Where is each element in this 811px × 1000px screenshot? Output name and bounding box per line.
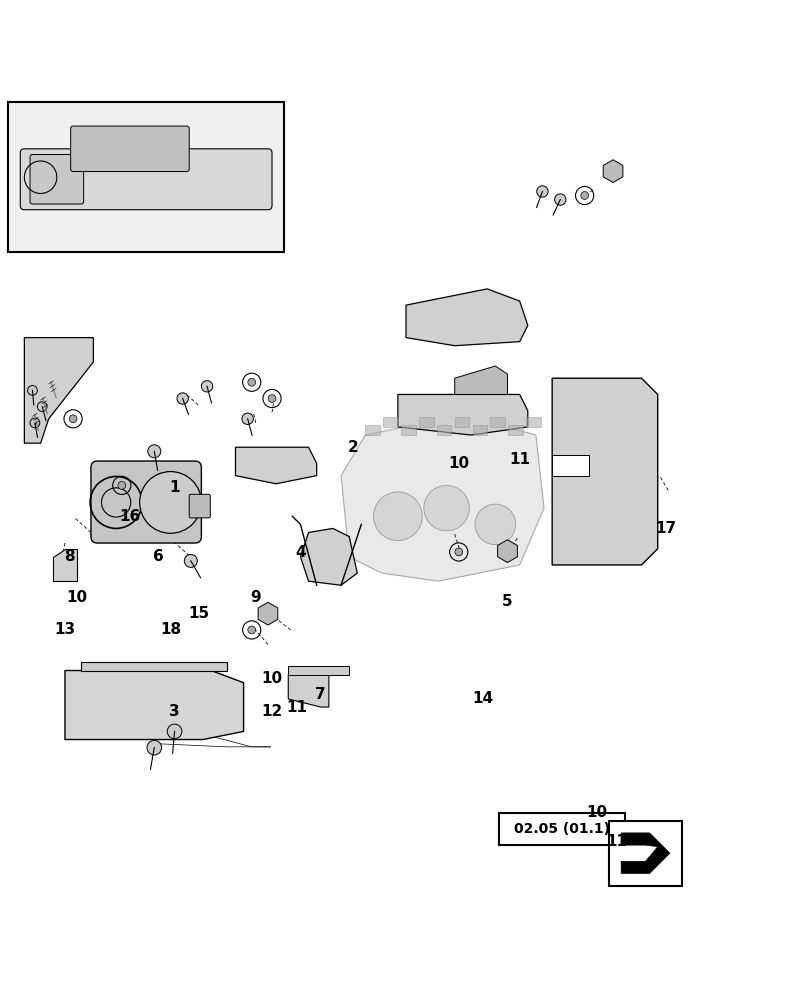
Circle shape: [242, 413, 253, 424]
Bar: [418, 417, 433, 427]
Bar: [8, 102, 284, 252]
Bar: [383, 417, 397, 427]
Polygon shape: [397, 394, 527, 435]
Polygon shape: [65, 671, 243, 740]
Circle shape: [167, 724, 182, 739]
FancyBboxPatch shape: [189, 494, 210, 518]
Text: 9: 9: [250, 590, 261, 605]
Text: 7: 7: [315, 687, 326, 702]
Circle shape: [580, 192, 588, 199]
Bar: [499, 813, 624, 845]
Text: 12: 12: [261, 704, 282, 719]
Polygon shape: [53, 549, 77, 581]
Polygon shape: [288, 666, 349, 675]
Circle shape: [147, 740, 161, 755]
Circle shape: [268, 395, 276, 402]
Circle shape: [148, 445, 161, 458]
Circle shape: [139, 472, 201, 533]
Text: 10: 10: [448, 456, 469, 471]
Circle shape: [201, 381, 212, 392]
Text: 02.05 (01.1): 02.05 (01.1): [513, 822, 610, 836]
Text: 3: 3: [169, 704, 180, 719]
Bar: [526, 417, 540, 427]
Text: 11: 11: [606, 834, 627, 849]
FancyBboxPatch shape: [20, 149, 272, 210]
Polygon shape: [341, 415, 543, 581]
FancyBboxPatch shape: [30, 154, 84, 204]
Circle shape: [474, 504, 515, 545]
Bar: [454, 417, 469, 427]
Bar: [436, 425, 451, 435]
Text: 4: 4: [294, 545, 306, 560]
Circle shape: [536, 186, 547, 197]
Circle shape: [423, 485, 469, 531]
Polygon shape: [603, 160, 622, 183]
Text: 2: 2: [347, 440, 358, 455]
Bar: [401, 425, 415, 435]
Bar: [490, 417, 504, 427]
Text: 13: 13: [54, 622, 75, 637]
Polygon shape: [288, 675, 328, 707]
Polygon shape: [406, 289, 527, 346]
Circle shape: [37, 402, 47, 411]
Text: 11: 11: [285, 700, 307, 715]
Polygon shape: [497, 540, 517, 563]
Polygon shape: [24, 338, 93, 443]
Polygon shape: [551, 378, 657, 565]
Circle shape: [247, 378, 255, 386]
Bar: [608, 821, 681, 886]
Circle shape: [554, 194, 565, 205]
Text: 10: 10: [67, 590, 88, 605]
Circle shape: [30, 418, 40, 428]
Bar: [365, 425, 380, 435]
Polygon shape: [551, 455, 588, 476]
Text: 11: 11: [508, 452, 530, 467]
Text: 1: 1: [169, 480, 179, 495]
Polygon shape: [300, 528, 357, 585]
FancyBboxPatch shape: [91, 461, 201, 543]
Circle shape: [454, 548, 462, 556]
Circle shape: [247, 626, 255, 634]
Bar: [508, 425, 522, 435]
Circle shape: [177, 393, 188, 404]
Polygon shape: [81, 662, 227, 671]
Polygon shape: [235, 447, 316, 484]
Text: 5: 5: [501, 594, 513, 609]
Circle shape: [373, 492, 422, 541]
FancyBboxPatch shape: [71, 126, 189, 172]
Polygon shape: [620, 833, 669, 874]
Text: 10: 10: [586, 805, 607, 820]
Polygon shape: [454, 366, 507, 394]
Polygon shape: [258, 602, 277, 625]
Circle shape: [118, 481, 126, 489]
Circle shape: [28, 386, 37, 395]
Bar: [472, 425, 487, 435]
Text: 15: 15: [188, 606, 209, 621]
Text: 14: 14: [472, 691, 493, 706]
Text: 18: 18: [160, 622, 181, 637]
Text: 6: 6: [152, 549, 164, 564]
Circle shape: [69, 415, 77, 423]
Text: 10: 10: [261, 671, 282, 686]
Text: 8: 8: [63, 549, 75, 564]
Text: 16: 16: [119, 509, 140, 524]
Circle shape: [184, 554, 197, 567]
Text: 17: 17: [654, 521, 676, 536]
